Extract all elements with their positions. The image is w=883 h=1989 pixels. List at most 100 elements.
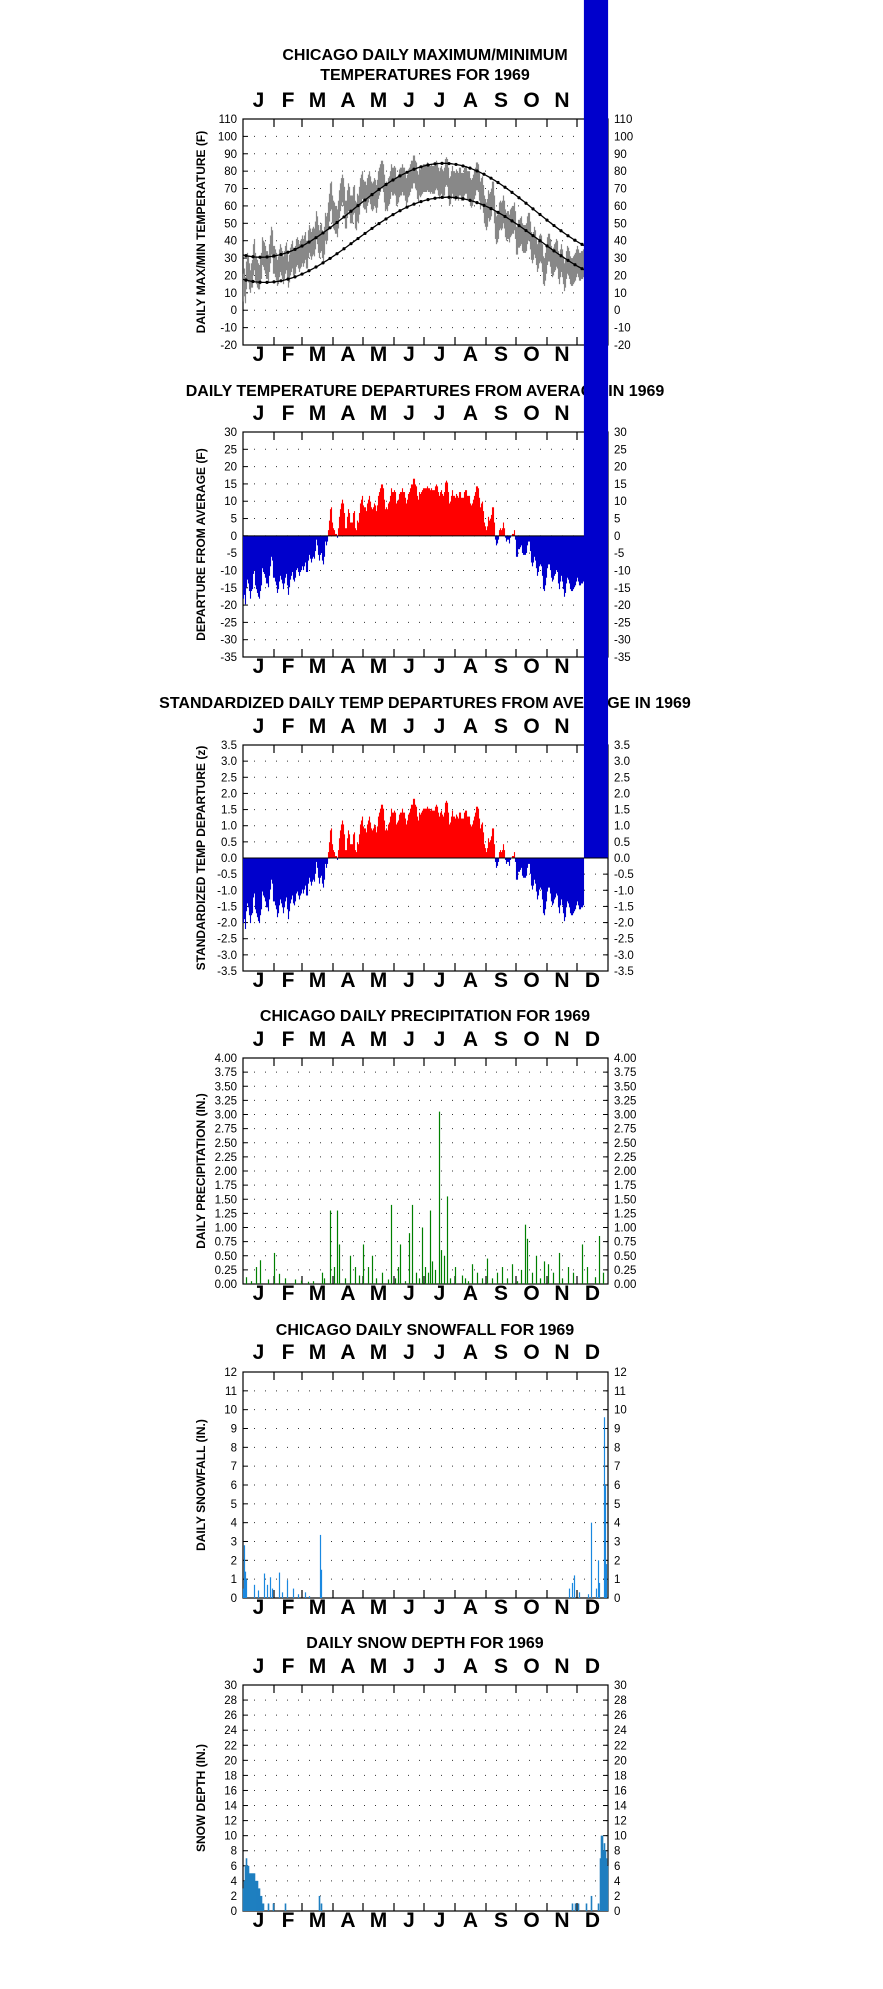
y-tick-label-right: -2.0: [614, 918, 634, 930]
month-label-top: J: [403, 1655, 415, 1678]
normal-max-marker: [384, 182, 388, 187]
y-tick-label-right: 3.25: [614, 1095, 636, 1107]
month-label-bottom: J: [253, 1596, 265, 1619]
normal-min-marker: [335, 252, 339, 256]
normal-min-marker: [349, 242, 353, 246]
y-tick-label-left: 1.50: [215, 1194, 237, 1206]
month-label-bottom: O: [523, 1596, 539, 1619]
y-tick-label-left: 9: [231, 1424, 237, 1436]
y-tick-label-right: 1.5: [614, 805, 630, 817]
y-tick-label-left: 2.75: [215, 1124, 237, 1136]
month-label-bottom: D: [585, 1909, 600, 1932]
normal-min-marker: [447, 195, 451, 199]
y-tick-label-right: 30: [614, 427, 627, 439]
y-tick-label-left: 30: [224, 1680, 237, 1692]
month-label-bottom: J: [434, 1596, 446, 1619]
y-tick-label-right: 12: [614, 1816, 627, 1828]
month-label-bottom: N: [554, 1596, 569, 1619]
y-tick-label-right: 40: [614, 236, 627, 248]
y-tick-label-right: 30: [614, 253, 627, 265]
y-tick-label-right: 16: [614, 1785, 627, 1797]
month-label-top: A: [340, 715, 355, 738]
y-tick-label-left: 0.00: [215, 1279, 237, 1291]
y-tick-label-left: 0.25: [215, 1265, 237, 1277]
y-tick-label-right: 3.50: [614, 1081, 636, 1093]
normal-max-marker: [370, 193, 374, 197]
month-label-top: S: [494, 715, 508, 738]
y-tick-label-left: 28: [224, 1695, 237, 1707]
month-label-top: M: [370, 715, 388, 738]
normal-max-marker: [356, 204, 360, 208]
y-tick-label-left: 25: [224, 444, 237, 456]
normal-min-marker: [328, 256, 332, 261]
y-tick-label-left: 4: [231, 1518, 238, 1530]
y-tick-label-left: 50: [224, 218, 237, 230]
y-tick-label-left: 5: [231, 1499, 237, 1511]
normal-min-marker: [559, 254, 563, 258]
month-label-bottom: J: [403, 343, 415, 366]
month-label-bottom: M: [309, 655, 327, 678]
normal-max-marker: [517, 196, 521, 200]
normal-max-marker: [265, 255, 269, 259]
normal-min-marker: [531, 234, 535, 238]
month-label-top: M: [309, 715, 327, 738]
month-label-bottom: J: [434, 655, 446, 678]
normal-min-marker: [412, 202, 416, 206]
normal-min-marker: [251, 279, 255, 284]
month-label-top: O: [523, 1028, 539, 1051]
y-tick-label-right: 6: [614, 1480, 620, 1492]
normal-min-marker: [405, 205, 409, 209]
month-label-bottom: F: [282, 969, 295, 992]
y-tick-label-right: -0.5: [614, 869, 634, 881]
month-label-bottom: M: [370, 1909, 388, 1932]
y-tick-label-right: 10: [614, 1831, 627, 1843]
month-label-bottom: M: [370, 969, 388, 992]
normal-min-marker: [468, 198, 472, 202]
y-tick-label-left: 80: [224, 166, 237, 178]
normal-max-marker: [552, 223, 556, 228]
month-label-top: J: [403, 402, 415, 425]
normal-max-marker: [244, 254, 248, 258]
month-label-bottom: F: [282, 343, 295, 366]
chart-title: CHICAGO DAILY MAXIMUM/MINIMUM: [282, 47, 567, 64]
y-tick-label-left: 1.5: [221, 805, 237, 817]
y-tick-label-right: 100: [614, 131, 633, 143]
y-tick-label-left: 3.25: [215, 1095, 237, 1107]
month-label-bottom: O: [523, 1282, 539, 1305]
y-tick-label-left: 0: [231, 1906, 237, 1918]
month-label-top: M: [309, 1028, 327, 1051]
month-label-bottom: F: [282, 1909, 295, 1932]
y-tick-label-right: 30: [614, 1680, 627, 1692]
y-tick-label-left: -1.5: [217, 901, 237, 913]
normal-max-marker: [559, 229, 563, 233]
y-tick-label-right: 20: [614, 462, 627, 474]
month-label-bottom: S: [494, 1282, 508, 1305]
y-tick-label-left: 2.0: [221, 788, 237, 800]
y-tick-label-left: 0.5: [221, 837, 237, 849]
y-tick-label-left: -35: [220, 652, 237, 664]
y-tick-label-right: 2.0: [614, 788, 630, 800]
month-label-bottom: J: [434, 1909, 446, 1932]
plot-frame: [242, 1057, 609, 1285]
normal-min-marker: [265, 280, 269, 284]
month-label-top: J: [434, 1028, 446, 1051]
y-tick-label-right: 1.25: [614, 1208, 636, 1220]
y-tick-label-right: 0: [614, 305, 620, 317]
y-tick-label-left: 1.0: [221, 821, 237, 833]
normal-min-marker: [524, 228, 528, 233]
y-tick-label-left: -20: [220, 600, 237, 612]
month-label-top: N: [554, 1028, 569, 1051]
y-tick-label-right: 8: [614, 1846, 620, 1858]
month-label-top: J: [434, 715, 446, 738]
normal-max-marker: [426, 163, 430, 167]
y-tick-label-left: -0.5: [217, 869, 237, 881]
month-label-bottom: A: [463, 343, 478, 366]
month-label-bottom: A: [340, 969, 355, 992]
month-label-bottom: A: [463, 969, 478, 992]
y-tick-label-left: 14: [224, 1801, 237, 1813]
month-label-top: D: [585, 1341, 600, 1364]
y-tick-label-left: 20: [224, 462, 237, 474]
normal-min-marker: [482, 203, 486, 207]
